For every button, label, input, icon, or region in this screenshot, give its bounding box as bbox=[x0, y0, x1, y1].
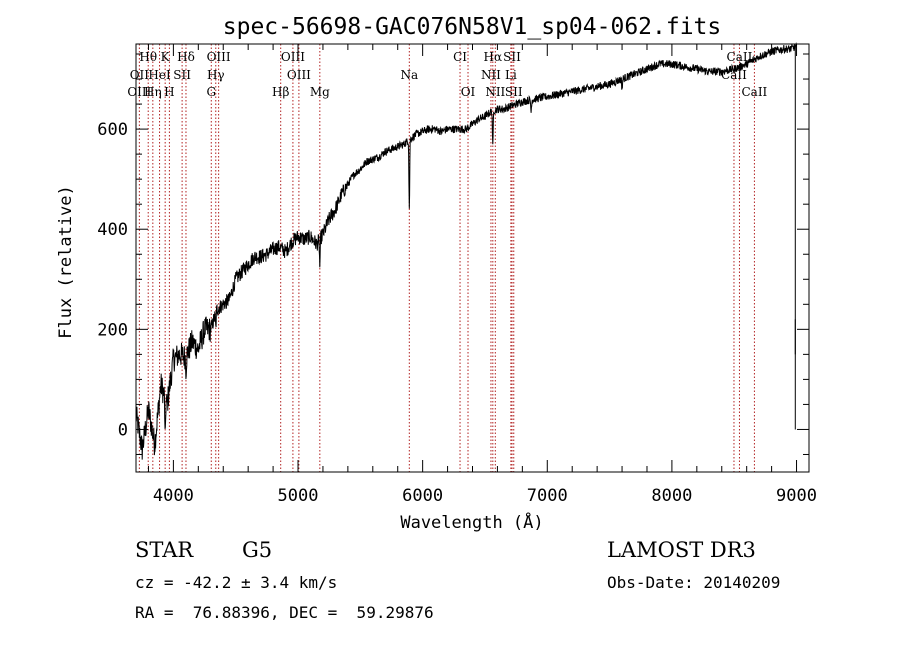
line-label: Na bbox=[400, 68, 418, 82]
plot-frame bbox=[135, 43, 810, 473]
line-label: Hθ bbox=[139, 50, 157, 64]
plot-axes: 4000 5000 6000 7000 8000 9000 0 200 400 600 bbox=[97, 43, 817, 506]
survey-name: LAMOST DR3 bbox=[607, 538, 756, 562]
line-label: HeI bbox=[148, 68, 171, 82]
line-label: CaII bbox=[727, 50, 753, 64]
line-label: OIII bbox=[207, 50, 231, 64]
x-tick-label: 7000 bbox=[527, 486, 568, 506]
line-label: SII bbox=[173, 68, 191, 82]
x-tick-label: 5000 bbox=[278, 486, 319, 506]
x-tick-label: 6000 bbox=[402, 486, 443, 506]
x-tick-label: 9000 bbox=[776, 486, 817, 506]
line-label: G bbox=[206, 85, 216, 99]
line-label: Mg bbox=[310, 85, 330, 99]
line-label: NII bbox=[481, 68, 501, 82]
y-tick-label: 0 bbox=[118, 420, 128, 440]
sky-coordinates: RA = 76.88396, DEC = 59.29876 bbox=[135, 603, 434, 622]
line-label: OIII bbox=[127, 85, 151, 99]
line-label: CI bbox=[453, 50, 467, 64]
line-label: Hα bbox=[484, 50, 503, 64]
spectrum-line bbox=[135, 42, 797, 460]
line-label: OII bbox=[130, 68, 150, 82]
x-tick-label: 8000 bbox=[651, 486, 692, 506]
line-label: OI bbox=[461, 85, 476, 99]
line-label: Hγ bbox=[207, 68, 225, 82]
line-label: SII bbox=[505, 85, 523, 99]
line-label: Hη bbox=[144, 85, 162, 99]
object-subclass: G5 bbox=[242, 538, 273, 562]
emission-line-markers bbox=[138, 44, 755, 472]
line-label: Hβ bbox=[272, 85, 289, 99]
radial-velocity: cz = -42.2 ± 3.4 km/s bbox=[135, 573, 338, 592]
spectrum-series bbox=[135, 42, 797, 460]
line-label: OIII bbox=[287, 68, 311, 82]
x-tick-label: 4000 bbox=[153, 486, 194, 506]
line-label: Li bbox=[505, 68, 517, 82]
line-label: SII bbox=[503, 50, 521, 64]
object-class: STAR bbox=[135, 538, 194, 562]
y-tick-label: 200 bbox=[97, 320, 128, 340]
line-label: NII bbox=[485, 85, 505, 99]
y-tick-label: 600 bbox=[97, 120, 128, 140]
line-label: K bbox=[161, 50, 171, 64]
x-axis-label: Wavelength (Å) bbox=[400, 511, 543, 533]
line-label: OIII bbox=[281, 50, 305, 64]
y-tick-label: 400 bbox=[97, 220, 128, 240]
line-label: H bbox=[164, 85, 174, 99]
line-label: Hδ bbox=[177, 50, 195, 64]
y-axis-label: Flux (relative) bbox=[56, 185, 76, 339]
line-label: CaII bbox=[721, 68, 747, 82]
observation-date: Obs-Date: 20140209 bbox=[607, 573, 781, 592]
line-label: CaII bbox=[741, 85, 767, 99]
chart-title: spec-56698-GAC076N58V1_sp04-062.fits bbox=[223, 14, 722, 40]
